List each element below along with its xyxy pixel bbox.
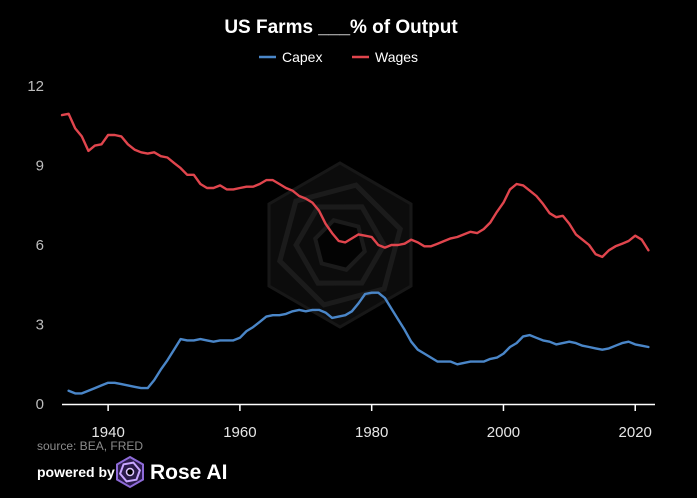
x-tick-label: 1980 bbox=[355, 424, 388, 441]
series-line-wages bbox=[60, 112, 650, 259]
source-note: source: BEA, FRED bbox=[37, 439, 143, 453]
legend-label-capex: Capex bbox=[282, 49, 322, 65]
x-tick-label: 1960 bbox=[223, 424, 256, 441]
rose-ai-logo-icon bbox=[116, 455, 144, 489]
y-tick-label: 12 bbox=[27, 78, 44, 95]
y-tick-label: 0 bbox=[36, 396, 44, 413]
axes: 0 3 6 9 12 1940 1960 1980 2000 2020 bbox=[27, 78, 655, 441]
legend-label-wages: Wages bbox=[375, 49, 418, 65]
y-tick-label: 6 bbox=[36, 237, 44, 254]
x-tick-label: 1940 bbox=[91, 424, 124, 441]
watermark-logo-icon bbox=[267, 161, 413, 329]
x-tick-label: 2020 bbox=[619, 424, 652, 441]
chart-title: US Farms ___% of Output bbox=[224, 17, 458, 38]
series-lines bbox=[60, 112, 650, 395]
x-tick-label: 2000 bbox=[487, 424, 520, 441]
powered-by-label: powered by bbox=[37, 464, 115, 480]
brand-name: Rose AI bbox=[150, 461, 227, 484]
series-line-capex bbox=[67, 291, 650, 395]
y-tick-label: 3 bbox=[36, 317, 44, 334]
y-tick-label: 9 bbox=[36, 158, 44, 175]
legend: Capex Wages bbox=[259, 49, 418, 65]
